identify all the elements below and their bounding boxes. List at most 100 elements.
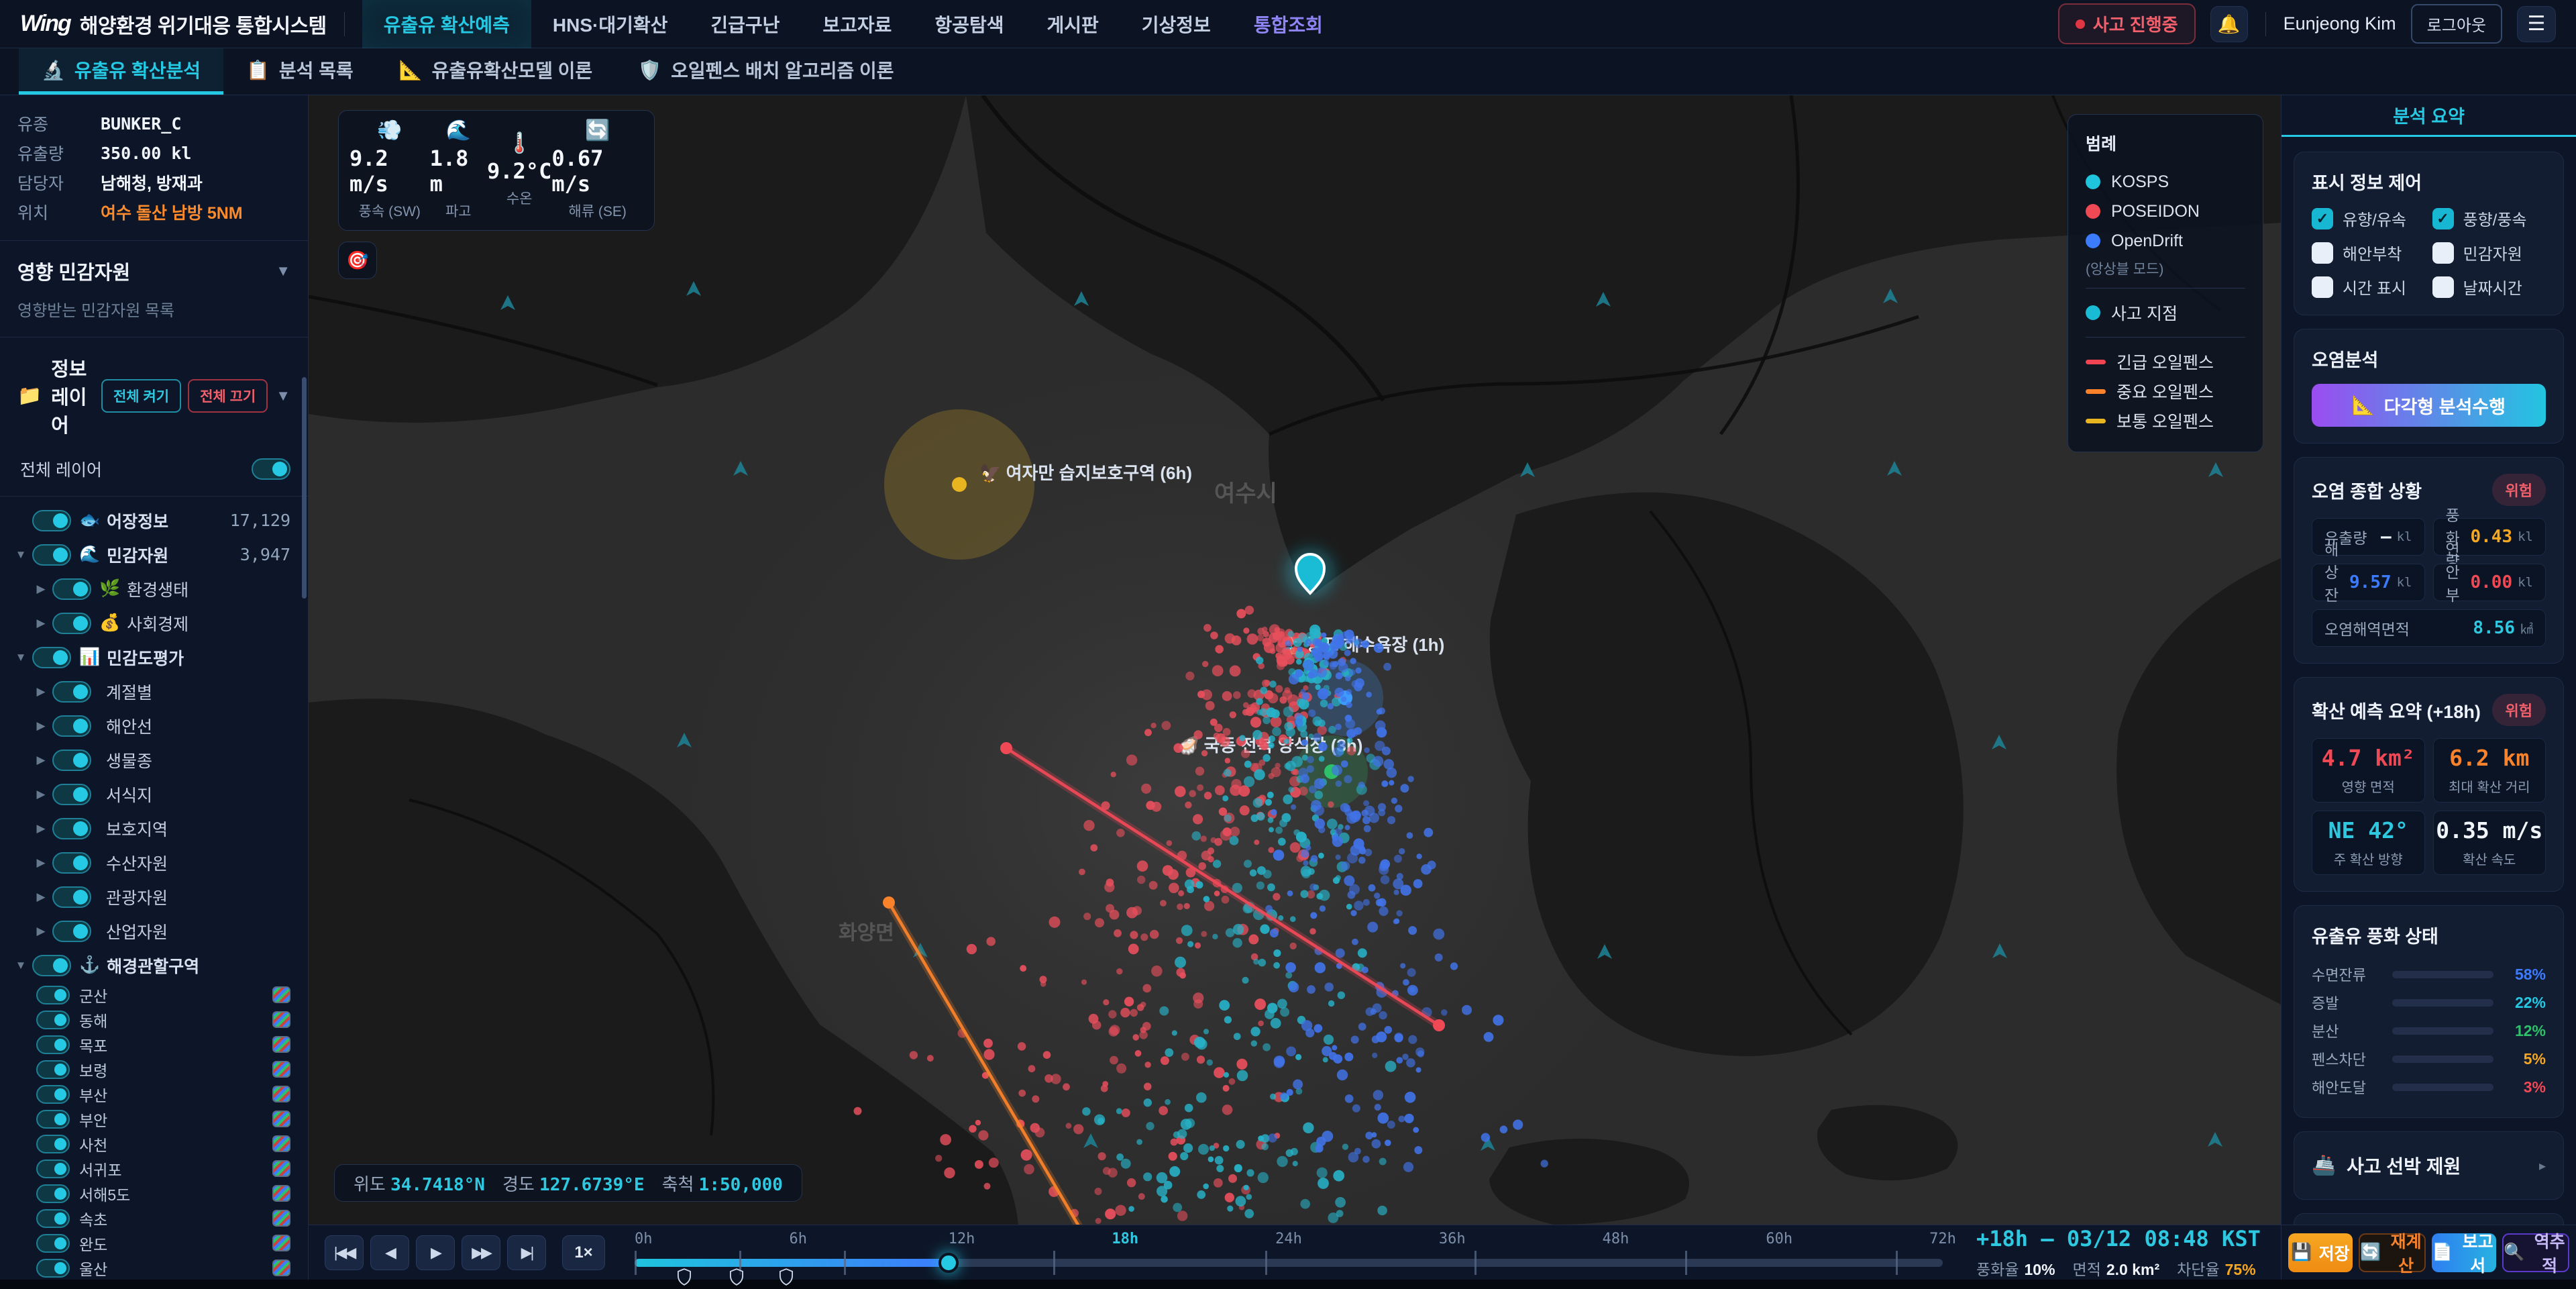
tab-item[interactable]: 🛡️ 오일펜스 배치 알고리즘 이론 bbox=[615, 48, 916, 95]
station-toggle[interactable] bbox=[36, 1258, 70, 1278]
station-toggle[interactable] bbox=[36, 1184, 70, 1203]
caret-closed-icon[interactable]: ▶ bbox=[36, 821, 46, 835]
top-nav-item[interactable]: 통합조회 bbox=[1253, 14, 1323, 36]
region-color-swatch-icon[interactable] bbox=[272, 1185, 290, 1202]
tab-item[interactable]: 📐 유출유확산모델 이론 bbox=[376, 48, 616, 95]
station-toggle[interactable] bbox=[36, 1208, 70, 1228]
caret-open-icon[interactable]: ▼ bbox=[15, 958, 27, 972]
tab-active[interactable]: 🔬 유출유 확산분석 bbox=[19, 48, 223, 95]
top-nav-item[interactable]: 보고자료 bbox=[822, 14, 892, 36]
caret-closed-icon[interactable]: ▶ bbox=[36, 684, 46, 698]
layer-toggle[interactable] bbox=[52, 817, 91, 839]
display-checkbox[interactable]: ✓ 유향/유속 bbox=[2312, 207, 2426, 230]
master-layer-toggle[interactable] bbox=[252, 458, 290, 480]
all-layers-on-button[interactable]: 전체 켜기 bbox=[101, 379, 182, 413]
layer-label: 어장정보 bbox=[107, 512, 169, 531]
layer-toggle[interactable] bbox=[52, 886, 91, 908]
layer-toggle[interactable] bbox=[32, 954, 71, 976]
top-nav-item[interactable]: 게시판 bbox=[1046, 14, 1099, 36]
region-color-swatch-icon[interactable] bbox=[272, 1160, 290, 1177]
polygon-analysis-button[interactable]: 📐 다각형 분석수행 bbox=[2312, 384, 2546, 427]
play-button[interactable]: ▶ bbox=[416, 1235, 455, 1270]
step-back-button[interactable]: ◀ bbox=[370, 1235, 409, 1270]
station-row: 사천 bbox=[0, 1131, 308, 1156]
vessel-spec-card[interactable]: 🚢 사고 선박 제원 ▸ bbox=[2294, 1131, 2564, 1200]
station-toggle[interactable] bbox=[36, 1084, 70, 1104]
top-nav-item[interactable]: 유출유 확산예측 bbox=[362, 0, 531, 48]
caret-closed-icon[interactable]: ▶ bbox=[36, 924, 46, 937]
caret-closed-icon[interactable]: ▶ bbox=[36, 787, 46, 801]
save-button[interactable]: 💾 저장 bbox=[2288, 1233, 2353, 1272]
layer-toggle[interactable] bbox=[52, 578, 91, 600]
region-color-swatch-icon[interactable] bbox=[272, 1259, 290, 1276]
logout-button[interactable]: 로그아웃 bbox=[2410, 4, 2502, 44]
layer-toggle[interactable] bbox=[52, 612, 91, 634]
timeline-track[interactable] bbox=[635, 1251, 1943, 1286]
layer-toggle[interactable] bbox=[52, 715, 91, 737]
layer-toggle[interactable] bbox=[32, 646, 71, 668]
display-checkbox[interactable]: 해안부착 bbox=[2312, 241, 2426, 264]
timeline-thumb[interactable] bbox=[938, 1253, 959, 1273]
timeline-slider[interactable]: 0h 6h 12h 18h 24h 36h 48h 60h 72h bbox=[635, 1225, 1956, 1286]
layer-toggle[interactable] bbox=[52, 920, 91, 942]
skip-start-button[interactable]: |◀◀ bbox=[325, 1235, 364, 1270]
caret-closed-icon[interactable]: ▶ bbox=[36, 616, 46, 629]
tile-label: 주 확산 방향 bbox=[2333, 853, 2403, 868]
recalc-button[interactable]: 🔄 재계산 bbox=[2359, 1233, 2426, 1276]
region-color-swatch-icon[interactable] bbox=[272, 1111, 290, 1127]
station-toggle[interactable] bbox=[36, 1060, 70, 1079]
fast-forward-button[interactable]: ▶▶ bbox=[462, 1235, 500, 1270]
display-checkbox[interactable]: ✓ 풍향/풍속 bbox=[2432, 207, 2546, 230]
station-toggle[interactable] bbox=[36, 1035, 70, 1054]
playback-speed-button[interactable]: 1× bbox=[562, 1235, 605, 1270]
chevron-down-icon[interactable]: ▼ bbox=[276, 387, 290, 404]
report-button[interactable]: 📄 보고서 bbox=[2432, 1233, 2496, 1276]
station-toggle[interactable] bbox=[36, 985, 70, 1004]
caret-open-icon[interactable]: ▼ bbox=[15, 650, 27, 664]
caret-closed-icon[interactable]: ▶ bbox=[36, 719, 46, 732]
display-checkbox[interactable]: 민감자원 bbox=[2432, 241, 2546, 264]
top-nav-item[interactable]: HNS·대기확산 bbox=[552, 14, 668, 36]
notifications-button[interactable]: 🔔 bbox=[2210, 5, 2248, 42]
recenter-target-button[interactable]: 🎯 bbox=[338, 242, 377, 279]
skip-end-button[interactable]: ▶| bbox=[507, 1235, 546, 1270]
display-checkbox[interactable]: 날짜시간 bbox=[2432, 275, 2546, 299]
station-toggle[interactable] bbox=[36, 1134, 70, 1153]
station-toggle[interactable] bbox=[36, 1010, 70, 1029]
layer-toggle[interactable] bbox=[52, 749, 91, 771]
affected-resources-section[interactable]: 영향 민감자원 ▼ bbox=[0, 245, 308, 297]
region-color-swatch-icon[interactable] bbox=[272, 1235, 290, 1251]
display-checkbox[interactable]: 시간 표시 bbox=[2312, 275, 2426, 299]
tab-item[interactable]: 📋 분석 목록 bbox=[223, 48, 376, 95]
caret-closed-icon[interactable]: ▶ bbox=[36, 856, 46, 869]
layer-toggle[interactable] bbox=[32, 509, 71, 531]
sidebar-scrollbar[interactable] bbox=[302, 377, 307, 599]
layer-toggle[interactable] bbox=[32, 544, 71, 566]
layer-toggle[interactable] bbox=[52, 852, 91, 874]
top-nav-item[interactable]: 긴급구난 bbox=[710, 14, 780, 36]
layer-toggle[interactable] bbox=[52, 783, 91, 805]
caret-closed-icon[interactable]: ▶ bbox=[36, 890, 46, 903]
caret-closed-icon[interactable]: ▶ bbox=[36, 753, 46, 766]
backtrack-button[interactable]: 🔍 역추적 bbox=[2502, 1233, 2569, 1276]
top-nav-item[interactable]: 기상정보 bbox=[1141, 14, 1211, 36]
region-color-swatch-icon[interactable] bbox=[272, 1135, 290, 1152]
top-nav-item[interactable]: 항공탐색 bbox=[934, 14, 1004, 36]
region-color-swatch-icon[interactable] bbox=[272, 986, 290, 1003]
station-toggle[interactable] bbox=[36, 1159, 70, 1178]
hamburger-menu-button[interactable]: ☰ bbox=[2517, 5, 2556, 42]
caret-open-icon[interactable]: ▼ bbox=[15, 548, 27, 561]
chevron-down-icon[interactable]: ▼ bbox=[276, 262, 290, 279]
caret-closed-icon[interactable]: ▶ bbox=[36, 582, 46, 595]
region-color-swatch-icon[interactable] bbox=[272, 1036, 290, 1053]
all-layers-off-button[interactable]: 전체 끄기 bbox=[188, 379, 268, 413]
region-color-swatch-icon[interactable] bbox=[272, 1061, 290, 1078]
station-toggle[interactable] bbox=[36, 1109, 70, 1129]
region-color-swatch-icon[interactable] bbox=[272, 1011, 290, 1028]
owner-insurance-card[interactable]: 🏢 선주 / 보험 ▸ bbox=[2294, 1213, 2564, 1225]
layer-toggle[interactable] bbox=[52, 680, 91, 703]
region-color-swatch-icon[interactable] bbox=[272, 1210, 290, 1227]
station-toggle[interactable] bbox=[36, 1233, 70, 1253]
region-color-swatch-icon[interactable] bbox=[272, 1086, 290, 1102]
